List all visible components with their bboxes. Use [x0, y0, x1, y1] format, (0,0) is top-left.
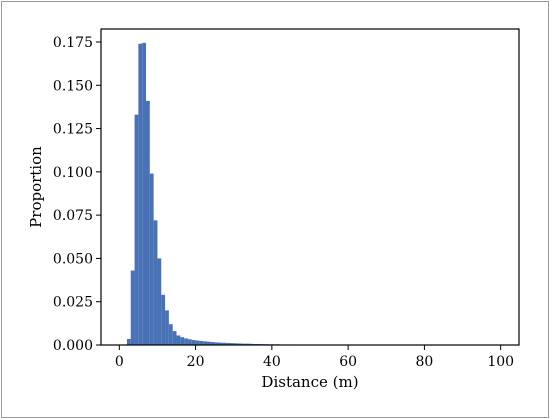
y-tick-label: 0.100 [53, 165, 93, 181]
histogram-bar [229, 343, 234, 345]
histogram-bar [138, 43, 143, 346]
x-tick-label: 0 [115, 354, 124, 370]
y-tick-label: 0.125 [53, 122, 93, 138]
histogram-bar [146, 100, 150, 345]
x-tick-label: 40 [263, 354, 281, 370]
histogram-bar [214, 342, 219, 345]
y-tick-label: 0.075 [53, 208, 93, 224]
histogram-bar [195, 340, 200, 345]
histogram-bar [134, 114, 139, 345]
histogram-bar [203, 341, 208, 345]
x-tick-label: 80 [416, 354, 434, 370]
histogram-bar [233, 343, 238, 345]
y-tick-label: 0.175 [53, 35, 93, 51]
y-tick-label: 0.050 [53, 251, 93, 267]
histogram-bar [153, 220, 158, 345]
y-axis-ticks: 0.000 0.025 0.050 0.075 0.100 0.125 0.150 0.175 [53, 35, 101, 354]
plot-area [100, 28, 520, 346]
x-tick-label: 100 [487, 354, 514, 370]
y-axis-label: Proportion [27, 146, 45, 228]
histogram-bar [161, 294, 166, 345]
bars-group [123, 42, 368, 346]
histogram-bar [184, 338, 188, 345]
histogram-bar [172, 331, 177, 345]
histogram-bar [248, 343, 253, 345]
x-axis-ticks: 0 20 40 60 80 100 [115, 345, 514, 370]
histogram-bar [168, 324, 173, 345]
histogram-bar [180, 337, 185, 345]
histogram-bar [187, 339, 192, 345]
y-tick-label: 0.000 [53, 338, 93, 354]
y-tick-label: 0.025 [53, 295, 93, 311]
histogram-bar [241, 343, 246, 345]
histogram-bar [142, 42, 147, 346]
histogram-bar [176, 335, 181, 345]
histogram-bar [165, 310, 169, 345]
histogram-bar [149, 173, 154, 345]
y-tick-label: 0.150 [53, 78, 93, 94]
histogram-bar [226, 342, 230, 345]
histogram-bar [207, 341, 211, 345]
histogram-bar [245, 343, 249, 345]
histogram-bar [130, 270, 135, 345]
histogram-bar [126, 338, 131, 345]
histogram-bar [218, 342, 223, 345]
x-tick-label: 60 [339, 354, 357, 370]
x-tick-label: 20 [187, 354, 205, 370]
histogram-bar [199, 341, 204, 345]
histogram-bar [222, 342, 227, 345]
x-axis-label: Distance (m) [261, 373, 358, 391]
histogram-bar [237, 343, 242, 345]
histogram-bar [191, 339, 196, 345]
histogram-bar [157, 258, 162, 345]
histogram-bar [210, 342, 215, 345]
